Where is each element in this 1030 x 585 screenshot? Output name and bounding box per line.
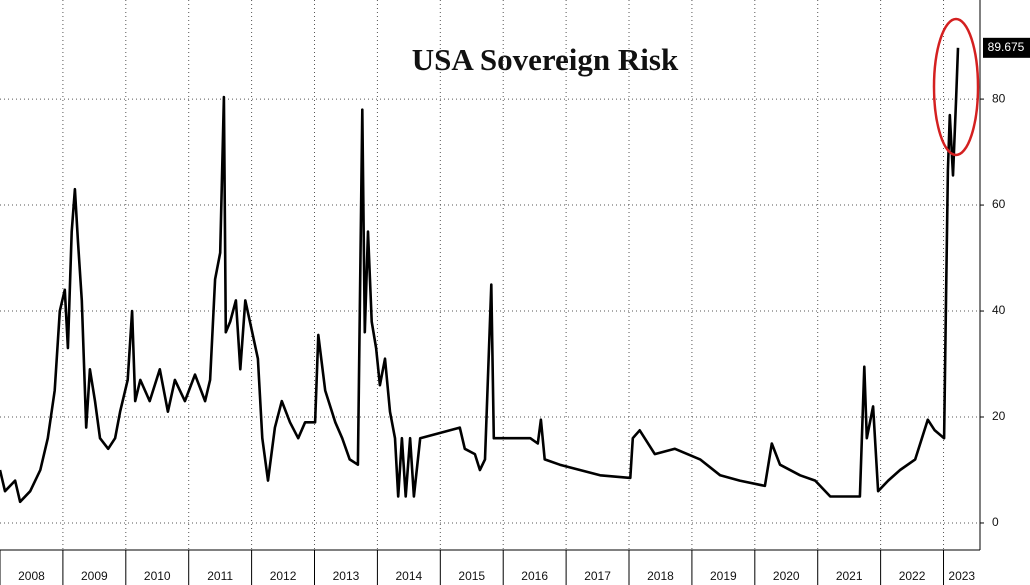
- last-value-label: 89.675: [988, 40, 1025, 54]
- x-tick-label: 2014: [396, 569, 423, 583]
- x-tick-label: 2016: [521, 569, 548, 583]
- chart-title: USA Sovereign Risk: [412, 42, 679, 77]
- x-tick-label: 2020: [773, 569, 800, 583]
- y-tick-label: 40: [992, 303, 1006, 317]
- y-tick-label: 20: [992, 409, 1006, 423]
- y-tick-label: 80: [992, 91, 1006, 105]
- x-tick-label: 2009: [81, 569, 108, 583]
- highlight-ellipse: [932, 17, 980, 157]
- x-tick-label: 2015: [458, 569, 485, 583]
- x-tick-label: 2011: [207, 569, 233, 583]
- x-tick-label: 2018: [647, 569, 674, 583]
- x-tick-label: 2010: [144, 569, 171, 583]
- line-series: [0, 47, 960, 504]
- x-tick-label: 2022: [899, 569, 926, 583]
- x-tick-label: 2023: [948, 569, 975, 583]
- x-tick-label: 2012: [270, 569, 297, 583]
- x-tick-label: 2013: [333, 569, 360, 583]
- y-tick-label: 60: [992, 197, 1006, 211]
- last-value-box: [983, 37, 1030, 58]
- y-tick-label: 0: [992, 515, 999, 529]
- x-tick-label: 2019: [710, 569, 737, 583]
- x-tick-label: 2017: [584, 569, 611, 583]
- x-tick-label: 2021: [836, 569, 863, 583]
- x-tick-label: 2008: [18, 569, 45, 583]
